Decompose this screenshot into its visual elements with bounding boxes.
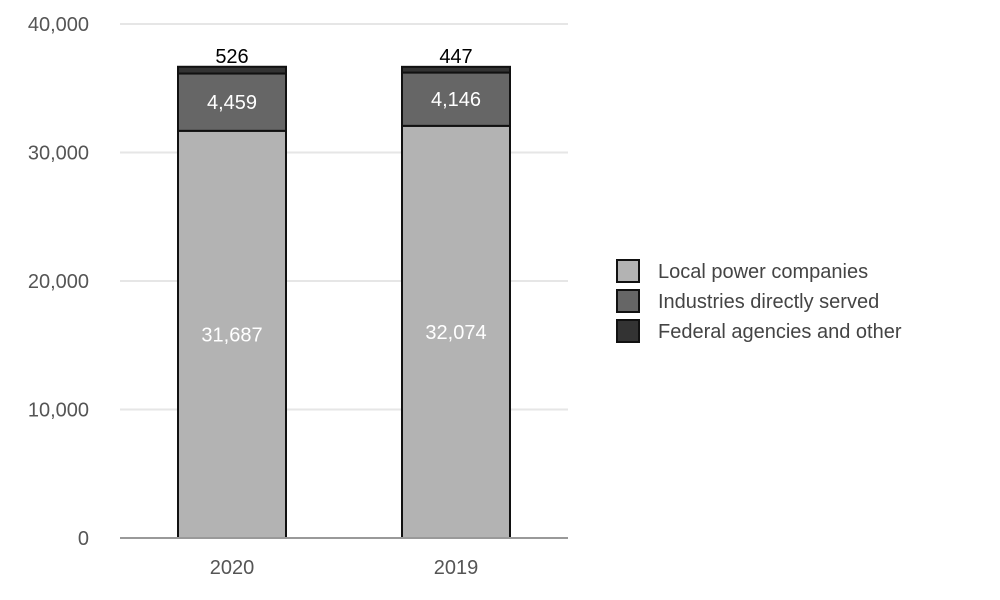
- y-tick-label: 20,000: [28, 271, 89, 293]
- x-tick-label: 2020: [210, 557, 255, 579]
- bar-segment: [401, 71, 511, 127]
- data-label: 31,687: [201, 324, 262, 346]
- y-tick-label: 40,000: [28, 14, 89, 36]
- data-label: 32,074: [425, 322, 486, 344]
- data-label: 526: [215, 46, 248, 68]
- bar-segment: [177, 65, 287, 75]
- legend-swatch: [616, 259, 640, 283]
- legend-label: Federal agencies and other: [658, 321, 902, 343]
- legend-swatch: [616, 289, 640, 313]
- legend-swatch: [616, 319, 640, 343]
- bar-segment: [177, 129, 287, 539]
- bar-segment: [177, 72, 287, 132]
- y-tick-label: 0: [78, 528, 89, 550]
- bar-segment: [401, 65, 511, 74]
- bar-segment: [401, 124, 511, 540]
- legend-label: Industries directly served: [658, 291, 879, 313]
- data-label: 4,459: [207, 92, 257, 114]
- data-label: 4,146: [431, 89, 481, 111]
- y-tick-label: 30,000: [28, 143, 89, 165]
- y-tick-label: 10,000: [28, 400, 89, 422]
- data-label: 447: [439, 46, 472, 68]
- x-tick-label: 2019: [434, 557, 479, 579]
- legend-label: Local power companies: [658, 261, 868, 283]
